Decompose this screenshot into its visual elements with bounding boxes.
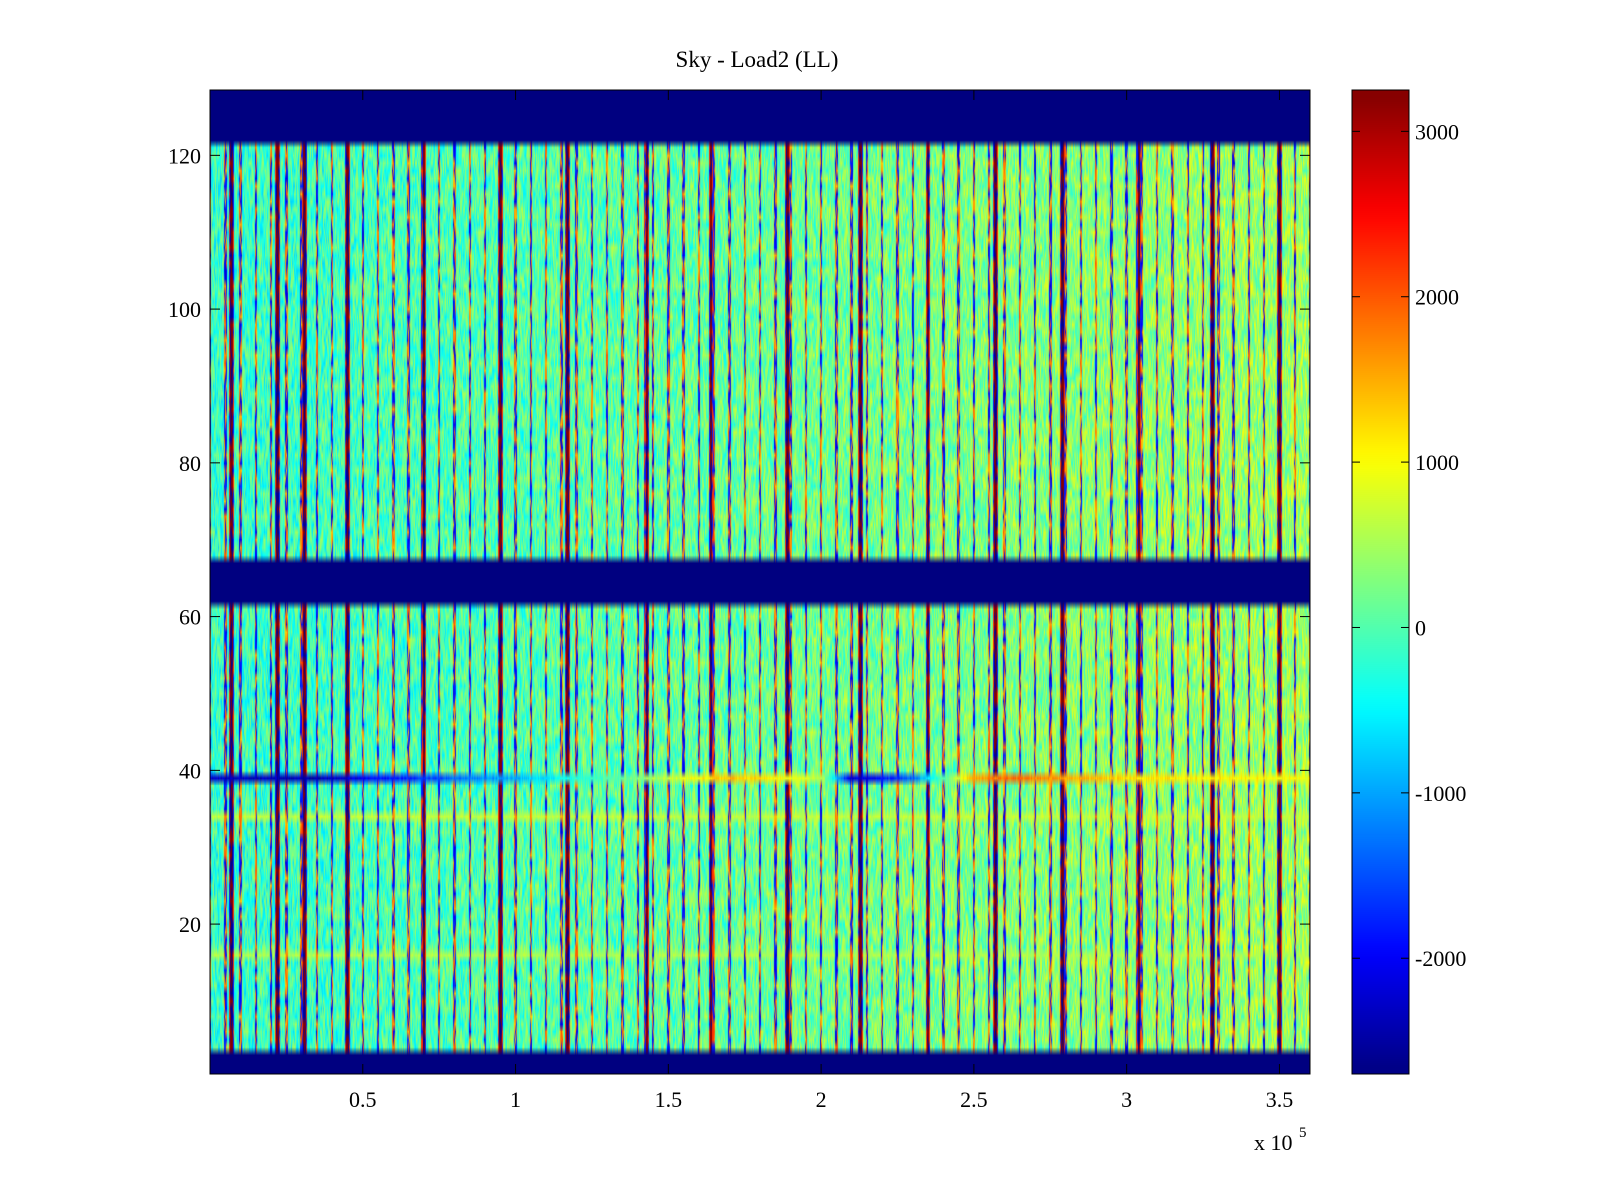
x-axis-exponent: x 10 5 — [1254, 1125, 1307, 1155]
x-exponent-base: x 10 — [1254, 1130, 1293, 1155]
y-tick-label: 100 — [168, 297, 201, 322]
colorbar-gradient — [1352, 90, 1409, 1074]
x-tick-label: 1 — [510, 1087, 521, 1112]
y-tick-label: 40 — [179, 758, 201, 783]
colorbar: -2000 -1000 0 1000 2000 3000 — [1351, 89, 1466, 1075]
x-tick-label: 2 — [816, 1087, 827, 1112]
x-tick-label: 3.5 — [1266, 1087, 1294, 1112]
y-tick-label: 120 — [168, 143, 201, 168]
x-tick-label: 1.5 — [655, 1087, 683, 1112]
colorbar-tick-label: 1000 — [1415, 450, 1459, 475]
colorbar-tick-label: -1000 — [1415, 781, 1466, 806]
x-exponent-power: 5 — [1299, 1125, 1307, 1141]
y-tick-label: 80 — [179, 451, 201, 476]
x-axis-ticks: 0.5 1 1.5 2 2.5 3 3.5 — [349, 90, 1293, 1112]
colorbar-tick-label: 3000 — [1415, 119, 1459, 144]
y-tick-label: 60 — [179, 605, 201, 630]
colorbar-box — [1351, 89, 1410, 1075]
y-axis-ticks: 20 40 60 80 100 120 — [168, 143, 1310, 937]
colorbar-tick-label: -2000 — [1415, 946, 1466, 971]
heatmap-area — [210, 90, 1310, 1074]
colorbar-tick-label: 2000 — [1415, 285, 1459, 310]
chart-title: Sky - Load2 (LL) — [676, 47, 839, 72]
y-tick-label: 20 — [179, 912, 201, 937]
x-tick-label: 3 — [1121, 1087, 1132, 1112]
x-tick-label: 0.5 — [349, 1087, 377, 1112]
colorbar-tick-label: 0 — [1415, 615, 1426, 640]
axes-box — [209, 89, 1311, 1075]
colorbar-ticks: -2000 -1000 0 1000 2000 3000 — [1352, 119, 1466, 971]
heatmap-image — [210, 90, 1310, 1074]
x-tick-label: 2.5 — [960, 1087, 988, 1112]
